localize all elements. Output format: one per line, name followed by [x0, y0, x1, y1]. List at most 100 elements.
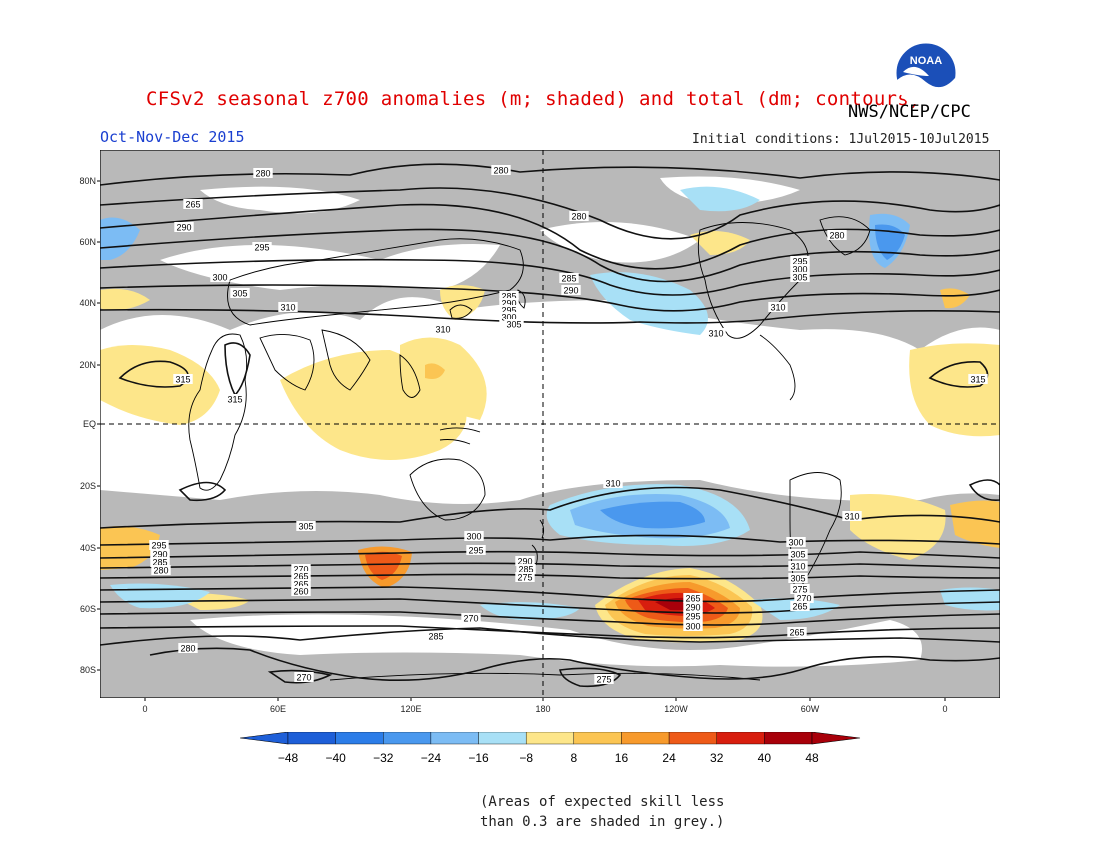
contour-label: 300 [466, 532, 481, 542]
contour-label-bg [464, 531, 484, 541]
colorbar-level-label: 8 [570, 751, 577, 765]
contour-label-bg [768, 302, 788, 312]
contour-label: 280 [493, 166, 508, 176]
latitude-label-column: 80N 60N 40N 20N EQ 20S 40S 60S 80S [79, 176, 100, 675]
contour-label: 310 [605, 479, 620, 489]
contour-260-antarctic [559, 667, 622, 688]
longitude-label: 0 [942, 704, 947, 714]
contour-label: 305 [790, 550, 805, 560]
colorbar-level-label: −32 [373, 751, 394, 765]
contour-label: 275 [517, 573, 532, 583]
contour-label: 305 [792, 273, 807, 283]
contour-label-bg [150, 557, 170, 567]
contour-label-bg [499, 312, 519, 322]
contour-label: 280 [255, 169, 270, 179]
colorbar-swatch [287, 732, 336, 745]
coastlines [188, 216, 871, 681]
contour-label: 295 [501, 306, 516, 316]
contour-label-bg [788, 573, 808, 583]
agency-label: NWS/NCEP/CPC [848, 102, 971, 122]
colorbar-level-label: −48 [278, 751, 299, 765]
contour-label: 300 [792, 265, 807, 275]
contour-label: 285 [561, 274, 576, 284]
latitude-label: EQ [83, 419, 96, 429]
contour-label: 285 [428, 632, 443, 642]
longitude-axis: 0 60E 120E 180 120W 60W 0 [142, 698, 948, 714]
greenland-outline [819, 216, 871, 256]
longitude-label: 120E [400, 704, 421, 714]
contour-label-bg [706, 328, 726, 338]
contour-label: 275 [596, 675, 611, 685]
contour-label: 310 [844, 512, 859, 522]
colorbar-level-label: 16 [615, 751, 629, 765]
contour-label-bg [151, 565, 171, 575]
contour-label-bg [294, 672, 314, 682]
contour-label-bg [433, 324, 453, 334]
contour-label-bg [504, 319, 524, 329]
contour-label: 300 [685, 622, 700, 632]
latitude-label: 40N [79, 298, 96, 308]
longitude-label: 60E [270, 704, 286, 714]
contour-315-south-africa [178, 481, 227, 502]
contour-label: 310 [708, 329, 723, 339]
colorbar-swatch [383, 732, 432, 745]
positive-anomaly-regions [100, 231, 1000, 610]
latitude-axis: 80N 60N 40N 20N EQ 20S 40S 60S 80S [79, 176, 100, 675]
colorbar-arrow-left [240, 732, 289, 745]
colorbar-swatches [240, 732, 861, 745]
contour-label-bg [594, 674, 614, 684]
contour-label-bg [561, 285, 581, 295]
contour-label: 285 [152, 558, 167, 568]
arabia-outline [259, 334, 315, 391]
contour-285-north [100, 187, 1000, 240]
longitude-label: 120W [664, 704, 688, 714]
contour-label-bg [291, 564, 311, 574]
colorbar-level-label: −24 [421, 751, 442, 765]
contour-label: 290 [685, 603, 700, 613]
contour-label-bg [516, 564, 536, 574]
latitude-label: 20S [80, 481, 96, 491]
colorbar-swatch [764, 732, 813, 745]
noaa-logo: NOAA [895, 42, 957, 104]
contour-label-bg [149, 540, 169, 550]
colorbar-level-label: 24 [662, 751, 676, 765]
season-label: Oct-Nov-Dec 2015 [100, 128, 245, 146]
contour-label: 270 [796, 594, 811, 604]
contour-265-antarctic [149, 647, 1000, 682]
contour-label-bg [790, 264, 810, 274]
contour-label-bg [466, 545, 486, 555]
latitude-label: 60N [79, 237, 96, 247]
contour-label-bg [491, 165, 511, 175]
contour-label-bg [603, 478, 623, 488]
contour-label-bg [788, 561, 808, 571]
contour-label: 280 [153, 566, 168, 576]
contour-280-south [100, 598, 1000, 614]
contour-label: 305 [298, 522, 313, 532]
colorbar-swatch [478, 732, 527, 745]
contour-315-africa [118, 360, 189, 388]
contour-300-south [100, 550, 1000, 559]
contour-270-south [100, 625, 1000, 639]
contour-label: 310 [790, 562, 805, 572]
longitude-label: 0 [142, 704, 147, 714]
colorbar-swatch [430, 732, 479, 745]
contour-label: 295 [468, 546, 483, 556]
contour-label: 290 [563, 286, 578, 296]
contour-295-north [100, 228, 1000, 283]
contour-label: 315 [970, 375, 985, 385]
contour-label: 305 [506, 320, 521, 330]
contour-label: 315 [227, 395, 242, 405]
colorbar-level-label: 40 [758, 751, 772, 765]
contour-label: 295 [151, 541, 166, 551]
antarctica-outline [329, 672, 761, 681]
contour-265-south [100, 627, 1000, 646]
contour-label: 295 [792, 257, 807, 267]
contour-label: 305 [790, 574, 805, 584]
colorbar-labels: −48 −40 −32 −24 −16 −8 8 16 24 32 40 48 [278, 751, 819, 765]
contour-label-bg [174, 222, 194, 232]
contour-label-bg [683, 602, 703, 612]
contour-label: 300 [212, 273, 227, 283]
longitude-label: 60W [801, 704, 820, 714]
contour-label-bg [252, 242, 272, 252]
